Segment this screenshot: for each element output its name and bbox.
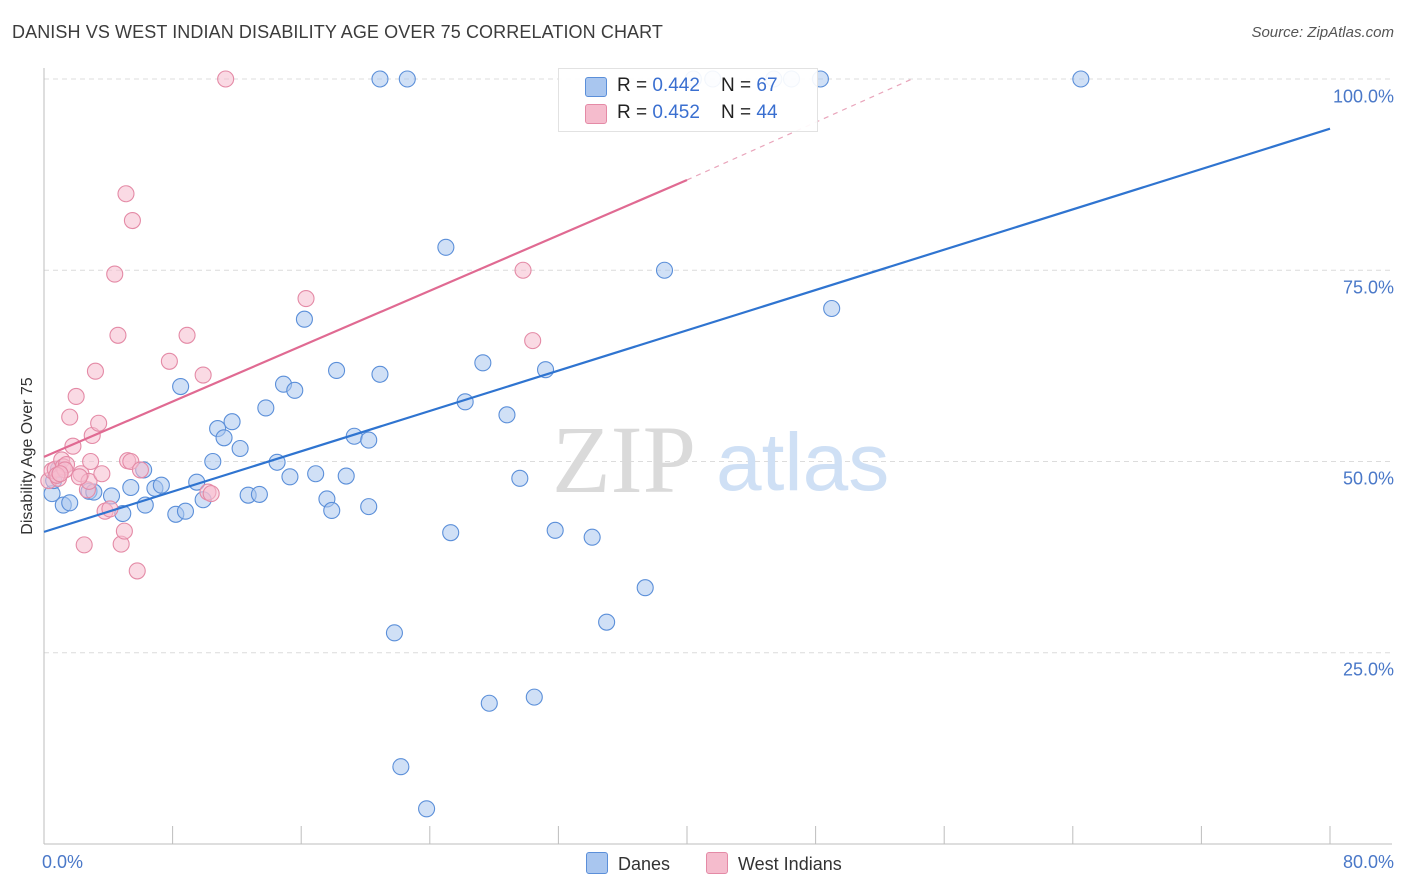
- chart-title: DANISH VS WEST INDIAN DISABILITY AGE OVE…: [12, 22, 664, 42]
- danes-point: [250, 485, 268, 503]
- stats-box: R = 0.442 N = 67 R = 0.452 N = 44: [558, 68, 818, 132]
- danes-point: [398, 70, 416, 88]
- gridlines: [44, 78, 1392, 654]
- danes-point: [371, 365, 389, 383]
- danes-point: [360, 431, 378, 449]
- danes-point: [442, 524, 460, 542]
- watermark-atlas: atlas: [716, 417, 889, 508]
- x-tick-label: 0.0%: [42, 852, 84, 872]
- danes-point: [498, 406, 516, 424]
- danes-point: [371, 70, 389, 88]
- legend-swatch: [706, 852, 728, 874]
- y-tick-label: 75.0%: [1342, 277, 1394, 298]
- west-indians-point: [106, 265, 124, 283]
- danes-point: [204, 452, 222, 471]
- danes-point: [223, 413, 241, 431]
- west-indians-point: [123, 211, 141, 230]
- legend-label: West Indians: [738, 854, 842, 874]
- danes-point: [307, 465, 325, 483]
- danes-point: [546, 521, 564, 539]
- danes-point: [257, 399, 275, 417]
- west-indians-point: [297, 290, 315, 308]
- danes-point: [152, 476, 170, 494]
- y-tick-label: 25.0%: [1342, 659, 1394, 680]
- danes-point: [385, 624, 403, 642]
- west-indians-point: [67, 387, 85, 406]
- legend-label: Danes: [618, 854, 671, 874]
- west-indians-point: [131, 461, 149, 479]
- danes-point: [295, 310, 313, 328]
- west-indians-point: [514, 261, 532, 279]
- y-tick-label: 50.0%: [1342, 468, 1394, 489]
- west-indians-point: [90, 414, 108, 432]
- danes-point: [323, 501, 341, 520]
- west-indians-point: [82, 452, 100, 471]
- west-indians-point: [217, 70, 235, 88]
- west-indians-point: [115, 522, 133, 540]
- west-indians-point: [61, 408, 79, 426]
- danes-point: [1072, 70, 1090, 88]
- n-label: N =: [721, 102, 757, 123]
- west-indians-point: [70, 468, 88, 486]
- danes-point: [328, 361, 346, 380]
- legend-west-indians: West Indians: [706, 852, 842, 875]
- danes-point: [215, 429, 233, 447]
- danes-trend-line: [43, 127, 1331, 533]
- r-label: R =: [617, 102, 653, 123]
- y-axis-label: Disability Age Over 75: [19, 377, 36, 535]
- danes-stats: R = 0.442 N = 67: [617, 75, 778, 97]
- west-indians-trend-line: [43, 178, 688, 458]
- west-indians-swatch: [585, 104, 607, 124]
- danes-point: [172, 377, 190, 396]
- west-indians-point: [75, 536, 93, 554]
- danes-point: [337, 467, 355, 485]
- chart-source: Source: ZipAtlas.com: [1251, 24, 1394, 41]
- danes-point: [525, 688, 543, 706]
- danes-point: [61, 494, 79, 512]
- danes-point: [583, 528, 601, 546]
- west-indians-point: [86, 362, 104, 380]
- legend-danes: Danes: [586, 852, 670, 875]
- n-value: 67: [756, 75, 778, 96]
- danes-point: [286, 381, 304, 399]
- west-indians-point: [194, 366, 212, 384]
- danes-point: [655, 261, 674, 279]
- west-indians-point: [128, 562, 146, 580]
- danes-point: [474, 354, 492, 372]
- danes-point: [360, 498, 378, 516]
- data-points: [40, 70, 1090, 818]
- danes-point: [418, 800, 436, 818]
- danes-swatch: [585, 77, 607, 97]
- legend-swatch: [586, 852, 608, 874]
- danes-point: [437, 238, 455, 256]
- y-tick-label: 100.0%: [1332, 86, 1394, 107]
- west-indians-point: [51, 465, 69, 483]
- west-indians-point: [178, 326, 196, 344]
- west-indians-stats: R = 0.452 N = 44: [617, 102, 778, 124]
- x-tick-label: 80.0%: [1342, 852, 1394, 872]
- n-value: 44: [756, 102, 778, 123]
- west-indians-point: [160, 352, 178, 370]
- r-value: 0.442: [652, 75, 700, 96]
- danes-point: [823, 299, 841, 318]
- danes-point: [281, 468, 299, 486]
- danes-point: [511, 469, 529, 487]
- west-indians-point: [202, 485, 220, 503]
- danes-point: [231, 439, 249, 458]
- danes-point: [392, 758, 410, 776]
- danes-point: [480, 694, 498, 712]
- n-label: N =: [721, 75, 757, 96]
- west-indians-point: [117, 185, 135, 203]
- west-indians-point: [109, 326, 127, 344]
- r-value: 0.452: [652, 102, 700, 123]
- west-indians-point: [93, 465, 111, 483]
- danes-point: [636, 579, 654, 597]
- danes-point: [176, 502, 195, 520]
- watermark-zip: ZIP: [552, 406, 696, 513]
- r-label: R =: [617, 75, 653, 96]
- west-indians-point: [524, 332, 542, 350]
- danes-point: [122, 478, 140, 497]
- danes-point: [598, 613, 616, 631]
